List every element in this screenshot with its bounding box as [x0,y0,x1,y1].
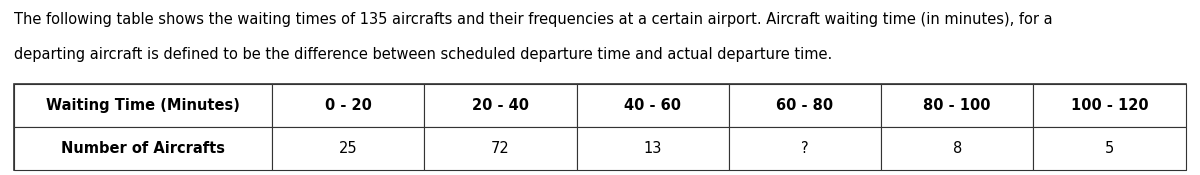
Bar [14,84,272,127]
Bar [14,84,1186,170]
Text: ?: ? [802,141,809,156]
Bar [881,84,1033,127]
Bar [881,127,1033,170]
Bar [425,84,576,127]
Bar [1033,127,1186,170]
Bar [14,127,272,170]
Text: Waiting Time (Minutes): Waiting Time (Minutes) [47,98,240,113]
Text: 80 - 100: 80 - 100 [924,98,991,113]
Text: 40 - 60: 40 - 60 [624,98,682,113]
Bar [576,127,728,170]
Text: Number of Aircrafts: Number of Aircrafts [61,141,226,156]
Text: 60 - 80: 60 - 80 [776,98,834,113]
Bar [425,127,576,170]
Text: 72: 72 [491,141,510,156]
Bar [728,127,881,170]
Text: 0 - 20: 0 - 20 [325,98,372,113]
Text: departing aircraft is defined to be the difference between scheduled departure t: departing aircraft is defined to be the … [14,47,833,62]
Text: 25: 25 [338,141,358,156]
Bar [272,84,425,127]
Text: The following table shows the waiting times of 135 aircrafts and their frequenci: The following table shows the waiting ti… [14,12,1054,27]
Text: 100 - 120: 100 - 120 [1070,98,1148,113]
Text: 20 - 40: 20 - 40 [472,98,529,113]
Text: 5: 5 [1105,141,1114,156]
Bar [1033,84,1186,127]
Bar [576,84,728,127]
Bar [728,84,881,127]
Bar [272,127,425,170]
Text: 8: 8 [953,141,962,156]
Text: 13: 13 [643,141,662,156]
